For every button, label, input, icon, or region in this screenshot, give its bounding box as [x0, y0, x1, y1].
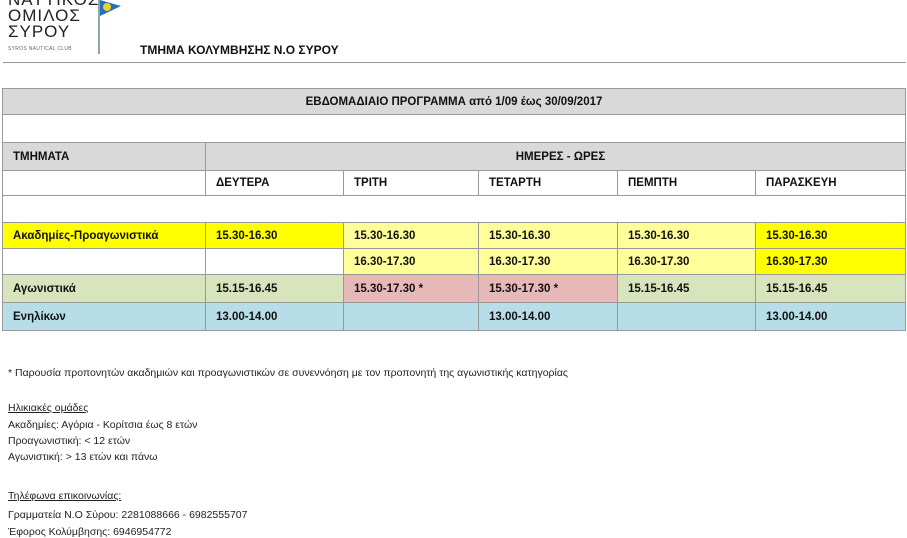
time-cell: 15.30-17.30 * [478, 274, 618, 303]
time-cell: 16.30-17.30 [755, 248, 906, 275]
time-cell [343, 302, 479, 331]
contacts-heading: Τηλέφωνα επικοινωνίας: [8, 490, 122, 502]
schedule-table: ΕΒΔΟΜΑΔΙΑΙΟ ΠΡΟΓΡΑΜΜΑ από 1/09 έως 30/09… [2, 62, 906, 331]
time-cell [617, 302, 756, 331]
department-title: ΤΜΗΜΑ ΚΟΛΥΜΒΗΣΗΣ Ν.Ο ΣΥΡΟΥ [140, 43, 339, 57]
time-cell: 15.30-16.30 [343, 222, 479, 249]
time-cell: 13.00-14.00 [205, 302, 344, 331]
time-cell: 16.30-17.30 [478, 248, 618, 275]
schedule-title: ΕΒΔΟΜΑΔΙΑΙΟ ΠΡΟΓΡΑΜΜΑ από 1/09 έως 30/09… [2, 88, 906, 115]
logo-line: ΝΑΥΤΙΚΟΣ [8, 0, 98, 8]
table-row: Ακαδημίες-Προαγωνιστικά 15.30-16.30 15.3… [2, 222, 906, 249]
time-cell: 13.00-14.00 [478, 302, 618, 331]
contact-line: Γραμματεία Ν.Ο Σύρου: 2281088666 - 69825… [8, 509, 248, 521]
time-cell: 15.15-16.45 [617, 274, 756, 303]
logo-line: ΣΥΡΟΥ [8, 22, 71, 41]
day-header: ΤΕΤΑΡΤΗ [478, 170, 618, 196]
day-header: ΤΡΙΤΗ [343, 170, 479, 196]
footnote: * Παρουσία προπονητών ακαδημιών και προα… [8, 367, 568, 379]
time-cell: 13.00-14.00 [755, 302, 906, 331]
age-group-line: Ακαδημίες: Αγόρια - Κορίτσια έως 8 ετών [8, 419, 198, 431]
time-cell: 15.30-16.30 [205, 222, 344, 249]
time-cell: 15.30-16.30 [617, 222, 756, 249]
table-row: Ενηλίκων 13.00-14.00 13.00-14.00 13.00-1… [2, 302, 906, 331]
day-header: ΠΕΜΠΤΗ [617, 170, 756, 196]
table-row: 16.30-17.30 16.30-17.30 16.30-17.30 16.3… [2, 248, 906, 275]
time-cell: 15.30-17.30 * [343, 274, 479, 303]
row-label: Ενηλίκων [2, 302, 206, 331]
row-label [2, 248, 206, 275]
time-cell: 15.15-16.45 [755, 274, 906, 303]
age-groups-heading: Ηλικιακές ομάδες [8, 402, 89, 414]
time-cell: 15.30-16.30 [478, 222, 618, 249]
time-cell [205, 248, 344, 275]
club-logo: ΝΑΥΤΙΚΟΣ ΟΜΙΛΟΣ ΣΥΡΟΥ SYROS NAUTICAL CLU… [8, 0, 98, 52]
row-label: Αγωνιστικά [2, 274, 206, 303]
time-cell: 16.30-17.30 [617, 248, 756, 275]
flag-icon [98, 0, 121, 54]
table-row: Αγωνιστικά 15.15-16.45 15.30-17.30 * 15.… [2, 274, 906, 303]
logo-subtitle: SYROS NAUTICAL CLUB [8, 46, 72, 52]
time-cell: 15.30-16.30 [755, 222, 906, 249]
logo-line: ΟΜΙΛΟΣ [8, 6, 81, 25]
time-cell: 16.30-17.30 [343, 248, 479, 275]
day-header: ΠΑΡΑΣΚΕΥΗ [755, 170, 906, 196]
row-label: Ακαδημίες-Προαγωνιστικά [2, 222, 206, 249]
contact-line: Έφορος Κολύμβησης: 6946954772 [8, 526, 172, 538]
age-group-line: Αγωνιστική: > 13 ετών και πάνω [8, 451, 158, 463]
day-header: ΔΕΥΤΕΡΑ [205, 170, 344, 196]
col-header-sections: ΤΜΗΜΑΤΑ [2, 142, 206, 171]
col-header-days: ΗΜΕΡΕΣ - ΩΡΕΣ [205, 142, 906, 171]
age-group-line: Προαγωνιστική: < 12 ετών [8, 435, 131, 447]
time-cell: 15.15-16.45 [205, 274, 344, 303]
